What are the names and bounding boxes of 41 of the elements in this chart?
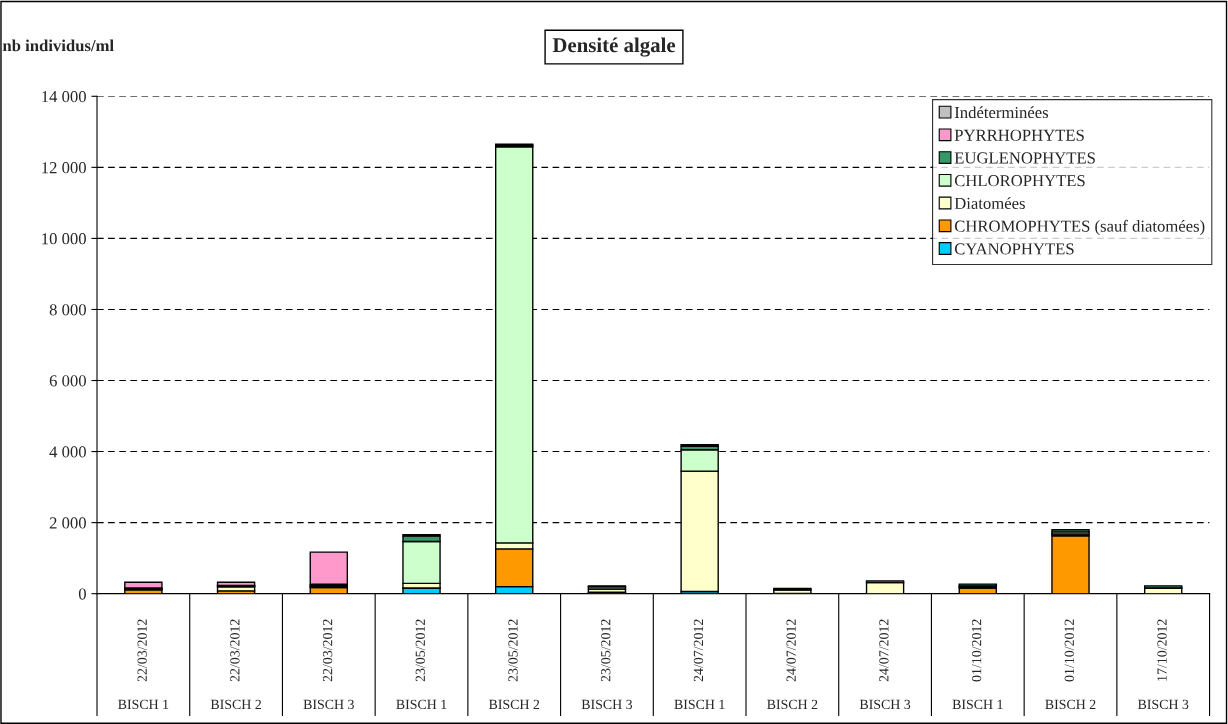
x-tick-label: 22/03/2012	[322, 619, 333, 682]
y-tick-label: 6 000	[49, 375, 86, 387]
text: BISCH 1	[952, 699, 1003, 710]
y-tick-label: 8 000	[49, 304, 86, 316]
legend-label: PYRRHOPHYTES	[954, 129, 1084, 141]
x-tick-label: 24/07/2012	[693, 619, 704, 682]
legend-label: CHROMOPHYTES (sauf diatomées)	[954, 219, 1205, 236]
y-tick-label: 4 000	[49, 446, 86, 458]
y-tick-label: 0	[78, 588, 86, 600]
text: BISCH 2	[1045, 699, 1096, 710]
x-tick-label: 24/07/2012	[786, 619, 796, 682]
x-tick-label: 01/10/2012	[971, 619, 982, 682]
x-tick-label: 23/05/2012	[601, 619, 611, 682]
legend-label: Diatomées	[954, 197, 1025, 209]
y-tick-label: 14 000	[42, 90, 86, 103]
text: BISCH 1	[396, 699, 447, 710]
chart-title: Densité algale	[552, 37, 676, 57]
text: BISCH 3	[581, 699, 633, 710]
x-tick-label: 01/10/2012	[1064, 619, 1074, 682]
x-tick-label: 23/05/2012	[415, 619, 425, 682]
legend-label: Indéterminées	[954, 106, 1049, 119]
text: BISCH 2	[488, 699, 540, 710]
legend-label: EUGLENOPHYTES	[954, 152, 1095, 164]
x-tick-label: 24/07/2012	[879, 619, 889, 682]
text: BISCH 3	[859, 699, 911, 710]
legend-label: CYANOPHYTES	[954, 243, 1074, 255]
x-tick-label: 17/10/2012	[1157, 619, 1167, 681]
text: BISCH 3	[1137, 699, 1189, 710]
y-axis-title: nb individus/ml	[2, 39, 114, 52]
text: BISCH 1	[118, 699, 169, 710]
text: BISCH 2	[767, 699, 818, 710]
legend-label: CHLOROPHYTES	[954, 175, 1085, 187]
x-tick-label: 22/03/2012	[230, 619, 240, 682]
text: BISCH 1	[674, 699, 725, 710]
x-tick-label: 22/03/2012	[137, 619, 147, 682]
text: BISCH 2	[210, 699, 261, 710]
x-tick-label: 23/05/2012	[508, 619, 518, 682]
y-tick-label: 10 000	[42, 233, 86, 245]
y-tick-label: 12 000	[42, 162, 86, 174]
y-tick-label: 2 000	[49, 517, 86, 529]
text: BISCH 3	[303, 699, 354, 710]
